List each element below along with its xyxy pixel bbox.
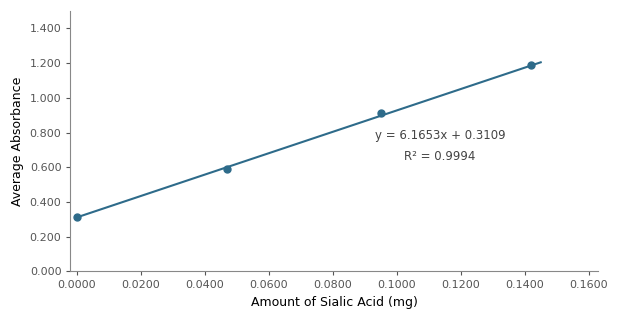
Point	[376, 110, 386, 116]
Point	[222, 166, 232, 172]
Text: y = 6.1653x + 0.3109
R² = 0.9994: y = 6.1653x + 0.3109 R² = 0.9994	[374, 129, 505, 164]
Y-axis label: Average Absorbance: Average Absorbance	[11, 76, 24, 206]
Point	[72, 215, 82, 220]
Point	[526, 62, 536, 68]
X-axis label: Amount of Sialic Acid (mg): Amount of Sialic Acid (mg)	[251, 296, 418, 309]
